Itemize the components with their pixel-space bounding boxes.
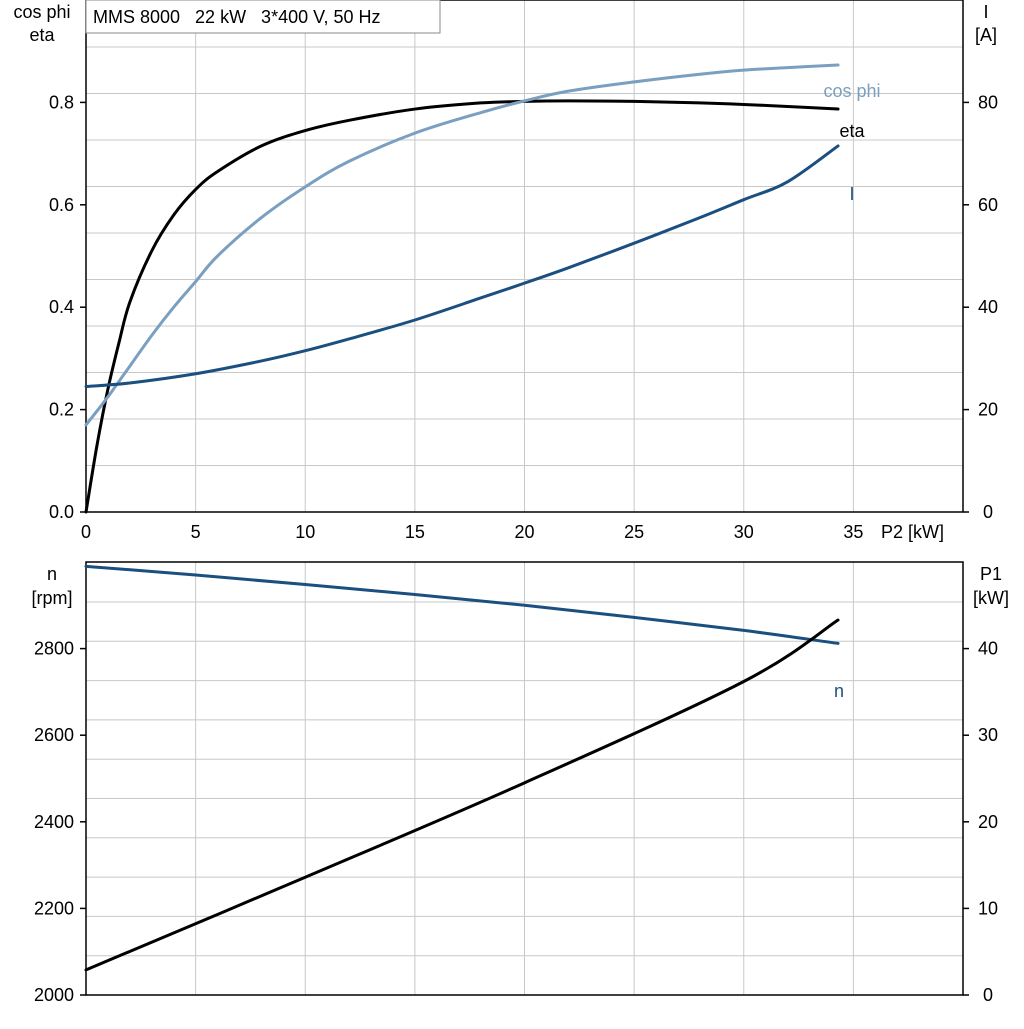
- right-y-tick-label: 0: [983, 985, 993, 1005]
- top-chart: 0 5 10 15 20 25 30 35 0.0 0.2 0.4 0.6 0.8 0 20 40 60 80…: [13, 0, 998, 542]
- bottom-grid: [86, 562, 963, 995]
- left-y-tick-label: 0.4: [49, 297, 74, 317]
- bottom-right-ylabel-line2: [kW]: [973, 588, 1009, 608]
- top-left-ylabel-line1: cos phi: [13, 2, 70, 22]
- top-right-ylabel-line2: [A]: [975, 25, 997, 45]
- right-y-tick-label: 20: [978, 400, 998, 420]
- bottom-right-y-ticks: 0 10 20 30 40: [963, 639, 998, 1005]
- speed-label: n: [834, 681, 844, 701]
- x-tick-label: 25: [624, 522, 644, 542]
- series-line-eta: [84, 99, 840, 514]
- title-box: [85, 0, 441, 34]
- right-y-tick-label: 0: [983, 502, 993, 522]
- top-xlabel: P2 [kW]: [881, 522, 944, 542]
- x-tick-label: 35: [843, 522, 863, 542]
- top-right-ylabel-line1: I: [983, 2, 988, 22]
- bottom-series: [84, 564, 840, 972]
- series-line-p1-power: [84, 618, 840, 972]
- series-line-i: [84, 144, 840, 389]
- left-y-tick-label: 0.8: [49, 92, 74, 112]
- series-line-n: [84, 564, 840, 645]
- eta-label: eta: [839, 121, 865, 141]
- cos-phi-label: cos phi: [823, 81, 880, 101]
- left-y-tick-label: 2200: [34, 898, 74, 918]
- top-series: [84, 63, 840, 514]
- left-y-tick-label: 0.6: [49, 195, 74, 215]
- right-y-tick-label: 40: [978, 297, 998, 317]
- left-y-tick-label: 2600: [34, 725, 74, 745]
- right-y-tick-label: 20: [978, 812, 998, 832]
- series-line-cos-phi: [84, 63, 840, 427]
- top-grid: [86, 0, 963, 512]
- top-x-ticks: 0 5 10 15 20 25 30 35: [81, 522, 863, 542]
- top-right-y-ticks: 0 20 40 60 80: [963, 92, 998, 522]
- left-y-tick-label: 2000: [34, 985, 74, 1005]
- right-y-tick-label: 60: [978, 195, 998, 215]
- x-tick-label: 30: [734, 522, 754, 542]
- x-tick-label: 20: [514, 522, 534, 542]
- bottom-plot-frame: [85, 561, 964, 996]
- x-tick-label: 0: [81, 522, 91, 542]
- right-y-tick-label: 10: [978, 898, 998, 918]
- x-tick-label: 15: [405, 522, 425, 542]
- left-y-tick-label: 0.2: [49, 400, 74, 420]
- right-y-tick-label: 30: [978, 725, 998, 745]
- top-left-y-ticks: 0.0 0.2 0.4 0.6 0.8: [49, 92, 86, 522]
- bottom-chart: 2000 2200 2400 2600 2800 0 10 20 30 40 n [rpm] P…: [31, 561, 1009, 1005]
- current-label: I: [849, 184, 854, 204]
- chart-title: MMS 8000 22 kW 3*400 V, 50 Hz: [93, 7, 380, 27]
- right-y-tick-label: 80: [978, 92, 998, 112]
- bottom-left-ylabel-line2: [rpm]: [31, 588, 72, 608]
- x-tick-label: 5: [191, 522, 201, 542]
- right-y-tick-label: 40: [978, 639, 998, 659]
- top-plot-frame: [85, 0, 964, 513]
- left-y-tick-label: 2400: [34, 812, 74, 832]
- top-left-ylabel-line2: eta: [29, 25, 55, 45]
- bottom-left-ylabel-line1: n: [47, 564, 57, 584]
- bottom-right-ylabel-line1: P1: [980, 564, 1002, 584]
- left-y-tick-label: 0.0: [49, 502, 74, 522]
- left-y-tick-label: 2800: [34, 639, 74, 659]
- bottom-left-y-ticks: 2000 2200 2400 2600 2800: [34, 639, 86, 1005]
- x-tick-label: 10: [295, 522, 315, 542]
